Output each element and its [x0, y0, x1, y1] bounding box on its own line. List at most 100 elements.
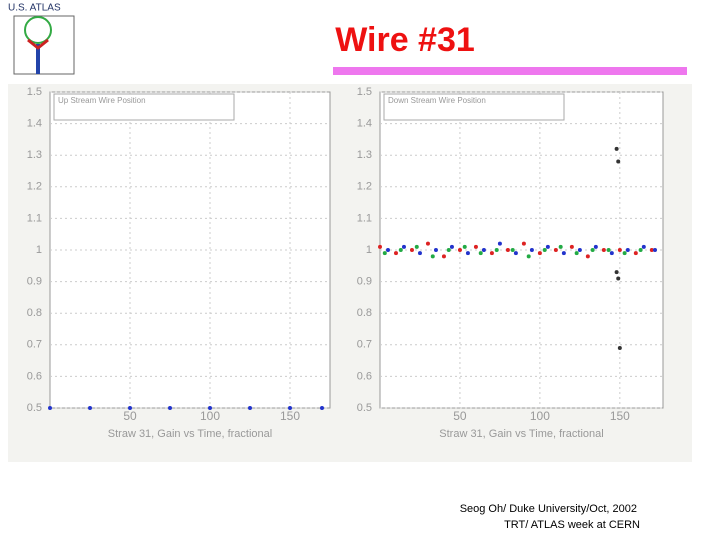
point	[513, 251, 518, 256]
legend-title: Down Stream Wire Position	[388, 96, 486, 105]
point	[616, 276, 621, 281]
point	[638, 248, 643, 252]
logo-arms	[27, 38, 49, 50]
point	[48, 406, 52, 410]
x-tick-label: 100	[200, 409, 220, 423]
point	[168, 406, 172, 410]
point	[465, 251, 470, 256]
slide-title: Wire #31	[335, 21, 475, 59]
point	[601, 248, 606, 252]
y-tick-label: 1.5	[27, 86, 42, 98]
y-tick-label: 0.8	[357, 307, 372, 319]
y-tick-label: 1.3	[357, 149, 372, 161]
point	[616, 159, 621, 164]
x-tick-label: 100	[530, 409, 550, 423]
point	[526, 254, 531, 259]
y-tick-label: 0.7	[27, 339, 42, 351]
point	[614, 146, 619, 151]
y-tick-label: 1	[366, 244, 372, 256]
y-tick-label: 1	[36, 244, 42, 256]
point	[462, 244, 467, 249]
point	[558, 244, 563, 249]
y-tick-label: 1.5	[357, 86, 372, 98]
point	[449, 244, 454, 249]
y-tick-label: 0.9	[27, 276, 42, 288]
point	[128, 406, 132, 410]
point	[617, 248, 622, 252]
y-tick-label: 0.5	[357, 402, 372, 414]
point	[382, 251, 387, 256]
point	[393, 251, 398, 256]
point	[481, 248, 486, 252]
point	[561, 251, 566, 256]
point	[497, 241, 502, 246]
point	[585, 254, 590, 259]
point	[248, 406, 252, 410]
y-tick-label: 0.6	[357, 370, 372, 382]
point	[478, 251, 483, 256]
point	[529, 248, 534, 252]
point	[88, 406, 92, 410]
y-tick-label: 1.4	[27, 118, 42, 130]
point	[510, 248, 515, 252]
y-tick-label: 1.3	[27, 149, 42, 161]
legend-title: Up Stream Wire Position	[58, 96, 146, 105]
y-tick-label: 0.5	[27, 402, 42, 414]
x-tick-label: 150	[280, 409, 300, 423]
legend-box	[53, 93, 235, 121]
y-tick-label: 1.1	[357, 212, 372, 224]
point	[622, 251, 627, 256]
point	[378, 244, 382, 249]
point	[606, 248, 611, 252]
logo-globe	[24, 16, 52, 44]
point	[320, 406, 324, 410]
point	[417, 251, 422, 256]
point	[537, 251, 542, 256]
point	[614, 270, 619, 275]
y-tick-label: 1.4	[357, 118, 372, 130]
point	[409, 248, 414, 252]
y-tick-label: 0.9	[357, 276, 372, 288]
y-tick-label: 1.2	[357, 181, 372, 193]
point	[505, 248, 510, 252]
point	[414, 244, 419, 249]
point	[489, 251, 494, 256]
point	[569, 244, 574, 249]
x-tick-label: 50	[123, 409, 137, 423]
x-tick-label: 150	[610, 409, 630, 423]
point	[574, 251, 579, 256]
logo-text: U.S. ATLAS	[8, 3, 61, 14]
logo-frame	[13, 15, 75, 75]
point	[473, 244, 478, 249]
point	[521, 241, 526, 246]
y-tick-label: 0.8	[27, 307, 42, 319]
point	[609, 251, 614, 256]
footer-line: Seog Oh/ Duke University/Oct, 2002	[460, 503, 637, 515]
y-tick-label: 1.1	[27, 212, 42, 224]
footer-line: TRT/ ATLAS week at CERN	[504, 519, 640, 531]
logo: U.S. ATLAS	[8, 3, 75, 75]
point	[430, 254, 435, 259]
point	[577, 248, 582, 252]
point	[398, 248, 403, 252]
point	[590, 248, 595, 252]
point	[425, 241, 430, 246]
point	[649, 248, 654, 252]
point	[545, 244, 550, 249]
point	[385, 248, 390, 252]
x-axis-label: Straw 31, Gain vs Time, fractional	[108, 428, 272, 440]
point	[641, 244, 646, 249]
y-tick-label: 0.6	[27, 370, 42, 382]
point	[653, 248, 658, 252]
point	[208, 406, 212, 410]
point	[593, 244, 598, 249]
point	[441, 254, 446, 259]
point	[401, 244, 406, 249]
y-tick-label: 1.2	[27, 181, 42, 193]
x-axis-label: Straw 31, Gain vs Time, fractional	[439, 428, 603, 440]
legend-box	[383, 93, 565, 121]
point	[625, 248, 630, 252]
point	[553, 248, 558, 252]
point	[633, 251, 638, 256]
